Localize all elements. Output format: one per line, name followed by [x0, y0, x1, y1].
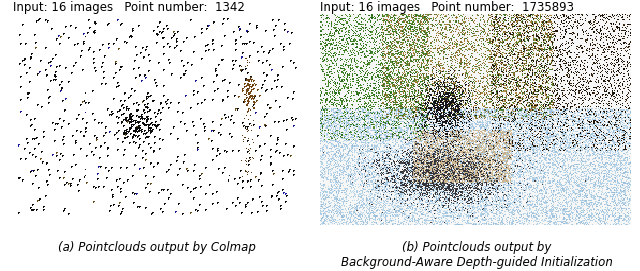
Text: (a) Pointclouds output by Colmap: (a) Pointclouds output by Colmap: [58, 241, 256, 254]
Text: Input: 16 images   Point number:  1342: Input: 16 images Point number: 1342: [13, 1, 244, 14]
Text: (b) Pointclouds output by
Background-Aware Depth-guided Initialization: (b) Pointclouds output by Background-Awa…: [341, 241, 612, 269]
Text: Input: 16 images   Point number:  1735893: Input: 16 images Point number: 1735893: [320, 1, 574, 14]
